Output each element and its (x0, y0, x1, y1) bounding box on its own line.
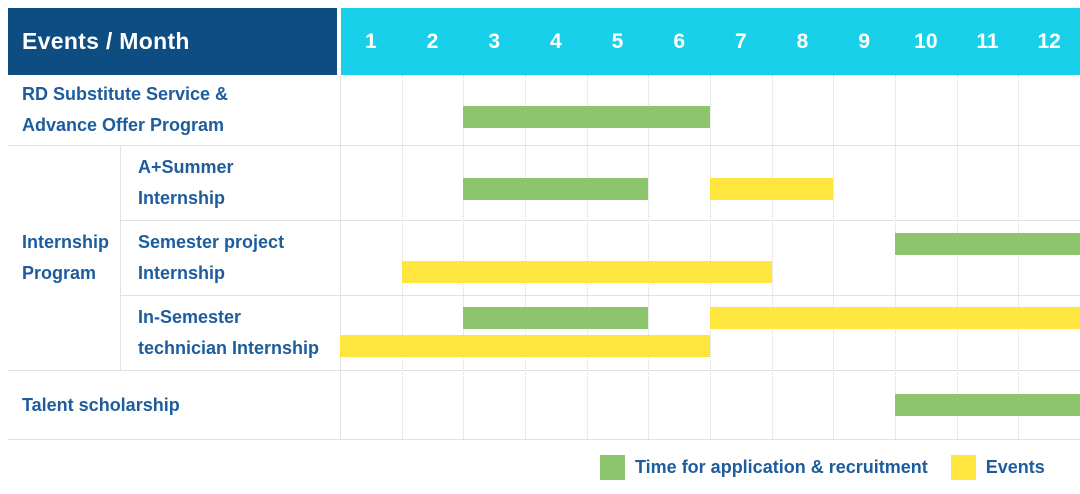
row-divider (8, 145, 1080, 146)
month-header-cell: 10 (914, 29, 938, 53)
month-header-cell: 5 (611, 29, 624, 53)
gantt-bar-green (463, 106, 710, 128)
month-gridline (401, 75, 403, 439)
row-divider (8, 370, 1080, 371)
gantt-bar-yellow (710, 307, 1080, 329)
month-header-cell: 11 (976, 29, 999, 53)
month-gridline (771, 75, 773, 439)
legend-label-events: Events (985, 457, 1045, 477)
legend-swatch-recruitment (600, 455, 625, 480)
table-title: Events / Month (22, 28, 190, 54)
legend-label-recruitment: Time for application & recruitment (635, 457, 928, 477)
month-header-cell: 2 (426, 29, 439, 53)
table-bottom-border (8, 439, 1080, 440)
month-header-cell: 4 (549, 29, 562, 53)
gantt-bar-yellow (340, 335, 710, 357)
row-label-semester-project-internship: Semester project Internship (138, 231, 285, 283)
gantt-bar-green (463, 178, 649, 200)
row-group-label-internship-program: Internship Program (22, 231, 110, 283)
month-header-band (341, 8, 1080, 75)
month-gridline (1018, 75, 1020, 439)
legend-swatch-events (950, 455, 976, 480)
table-corner-header: Events / Month (8, 8, 337, 75)
row-divider (120, 295, 1080, 296)
month-header-cell: 6 (673, 29, 685, 53)
row-label-rd-substitute-service: RD Substitute Service & Advance Offer Pr… (22, 84, 229, 135)
row-label-a-plus-summer-internship: A+Summer Internship (138, 156, 234, 208)
month-gridline (586, 75, 588, 439)
gantt-bar-yellow (401, 261, 772, 283)
month-gridline (525, 75, 526, 439)
month-header-cell: 12 (1037, 29, 1061, 53)
gantt-bar-green (895, 394, 1080, 416)
month-header-cell: 7 (734, 29, 747, 53)
month-gridline (956, 75, 958, 439)
month-header-cell: 8 (796, 29, 809, 53)
events-month-table: Events / Month RD Substitute Service & A… (8, 8, 1080, 440)
gantt-bar-yellow (710, 178, 834, 200)
month-header-cell: 1 (364, 29, 377, 53)
row-label-in-semester-technician-internship: In-Semester technician Internship (138, 306, 320, 358)
month-gridline (463, 75, 465, 439)
label-column-divider (340, 75, 341, 440)
month-header-cell: 3 (488, 29, 500, 53)
month-gridline (710, 75, 711, 439)
row-label-talent-scholarship: Talent scholarship (22, 394, 180, 415)
legend: Time for application & recruitment Event… (600, 455, 1045, 480)
month-gridline (895, 75, 896, 439)
month-header-cell: 9 (858, 29, 870, 53)
month-gridline (648, 75, 650, 439)
group-column-divider (120, 145, 121, 370)
gantt-bar-green (463, 307, 649, 329)
row-divider (120, 220, 1080, 221)
gantt-bar-green (895, 233, 1080, 255)
month-gridline (833, 75, 835, 439)
